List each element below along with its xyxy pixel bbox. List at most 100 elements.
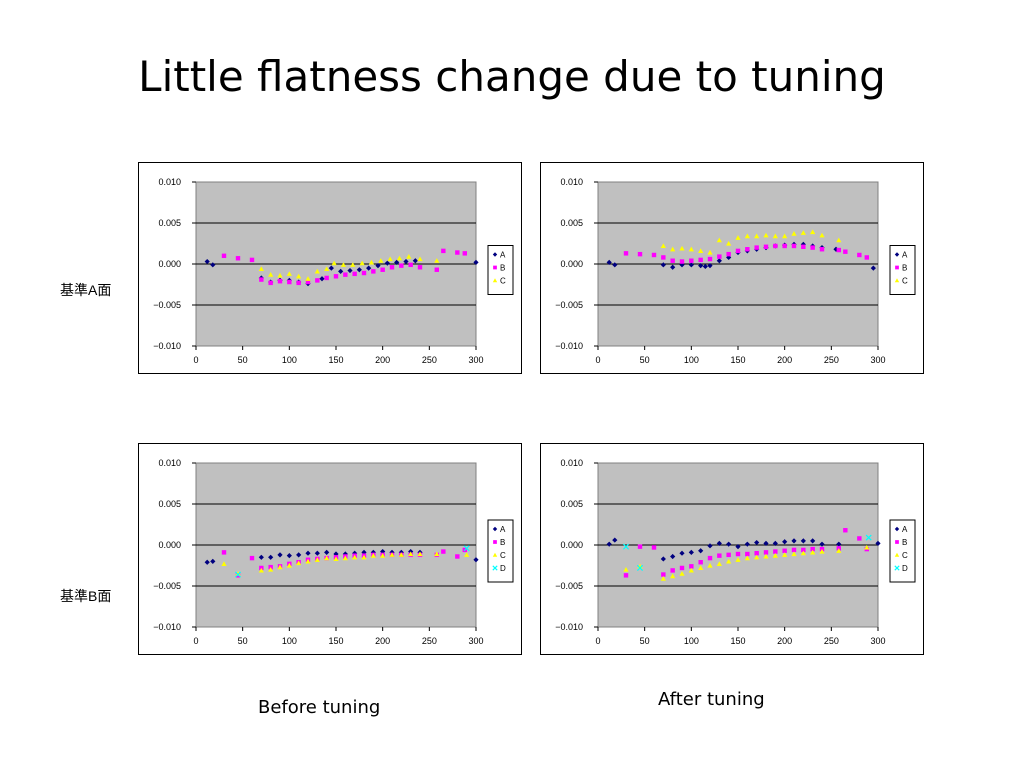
data-point (268, 567, 274, 572)
data-point (791, 551, 797, 557)
diamond-icon (492, 252, 498, 257)
data-point (836, 237, 842, 243)
data-point (434, 267, 440, 272)
data-point (689, 258, 694, 263)
data-point (754, 550, 759, 556)
data-point (417, 256, 423, 262)
data-point (689, 564, 694, 569)
x-tick-label: 250 (422, 636, 437, 646)
triangle-icon (894, 552, 900, 557)
data-point (370, 553, 376, 558)
y-tick-label: 0.010 (158, 458, 181, 468)
data-point (305, 279, 311, 285)
series-C (221, 551, 470, 576)
data-point (331, 260, 337, 266)
data-point (843, 528, 848, 533)
row-label-b: 基準B面 (60, 588, 112, 604)
data-point (670, 246, 676, 252)
legend-label: D (500, 564, 506, 573)
data-point (870, 265, 876, 271)
data-point (679, 571, 685, 576)
data-point (235, 256, 241, 261)
data-point (707, 562, 713, 568)
data-point (857, 536, 862, 541)
data-point (347, 267, 353, 274)
x-tick-label: 100 (282, 355, 297, 365)
data-point (661, 572, 666, 577)
data-point (473, 259, 479, 265)
data-point (726, 251, 731, 257)
data-point (352, 271, 357, 277)
data-point (389, 552, 395, 557)
data-point (296, 560, 302, 566)
data-point (342, 555, 348, 561)
y-tick-label: −0.010 (153, 622, 181, 632)
data-point (857, 252, 862, 258)
legend-label: A (902, 525, 908, 534)
triangle-icon (492, 552, 498, 557)
data-point (772, 553, 778, 558)
data-point (670, 568, 675, 573)
legend: ABC (487, 245, 514, 295)
legend-label: A (500, 525, 506, 534)
series-D (234, 545, 470, 578)
data-point (744, 233, 750, 239)
data-point (359, 260, 365, 266)
y-tick-label: 0.010 (560, 458, 583, 468)
data-point (296, 273, 302, 279)
data-point (679, 565, 685, 571)
data-point (800, 538, 806, 544)
data-point (707, 256, 713, 262)
data-point (843, 249, 848, 254)
series-C (623, 544, 870, 581)
data-point (368, 259, 375, 265)
data-point (698, 565, 704, 571)
data-point (800, 550, 806, 556)
slide-title: Little flatness change due to tuning (138, 52, 886, 101)
square-icon (493, 540, 497, 544)
data-point (434, 258, 440, 263)
x-tick-label: 150 (328, 636, 343, 646)
data-point (726, 240, 732, 246)
data-point (865, 534, 872, 541)
data-point (754, 554, 760, 560)
x-tick-label: 250 (824, 636, 839, 646)
x-tick-label: 150 (328, 355, 343, 365)
data-point (463, 545, 470, 552)
y-tick-label: 0.010 (560, 177, 583, 187)
triangle-icon (492, 278, 498, 283)
series-B (623, 243, 870, 264)
x-tick-label: 0 (193, 355, 198, 365)
y-tick-label: −0.010 (555, 622, 583, 632)
data-point (398, 552, 404, 557)
data-point (315, 278, 320, 283)
data-point (782, 548, 787, 553)
data-point (679, 245, 685, 251)
data-point (688, 567, 694, 573)
data-point (371, 269, 376, 274)
x-tick-label: 0 (595, 355, 600, 365)
square-icon (895, 265, 899, 270)
data-point (810, 546, 815, 552)
data-point (763, 550, 769, 555)
data-point (698, 560, 703, 565)
x-tick-label: 300 (468, 636, 483, 646)
x-tick-label: 200 (777, 355, 792, 365)
data-point (773, 243, 778, 249)
data-point (361, 270, 367, 276)
data-point (735, 551, 741, 557)
data-point (836, 548, 842, 553)
data-point (277, 552, 283, 558)
data-point (408, 262, 413, 268)
data-point (287, 279, 292, 285)
data-point (314, 557, 320, 562)
data-point (434, 551, 440, 557)
x-tick-label: 50 (640, 355, 650, 365)
chart-a-after: 0.010 0.005 0.000 −0.005 −0.010 0 50 100 150 200 2… (540, 162, 924, 374)
data-point (735, 544, 741, 550)
data-point (249, 257, 255, 263)
data-point (745, 247, 750, 252)
data-point (716, 237, 722, 243)
data-point (343, 272, 348, 277)
